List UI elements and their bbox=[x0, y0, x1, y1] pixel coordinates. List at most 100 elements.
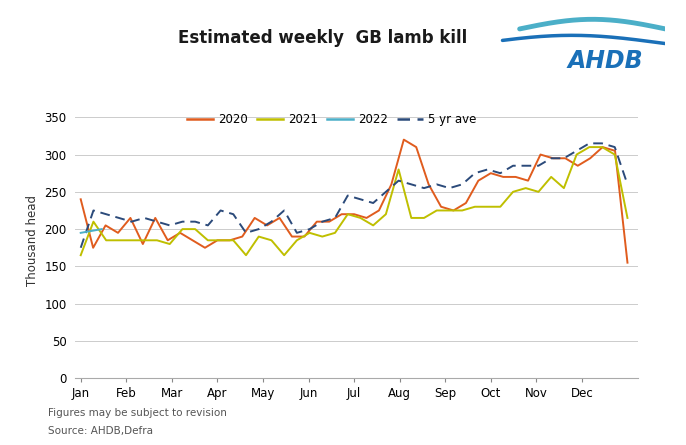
5 yr ave bbox=[356, 197, 364, 202]
5 yr ave bbox=[331, 215, 339, 221]
2022 bbox=[77, 230, 85, 235]
2020 bbox=[375, 208, 383, 213]
2020 bbox=[189, 238, 197, 243]
2021 bbox=[369, 222, 377, 228]
Text: Estimated weekly  GB lamb kill: Estimated weekly GB lamb kill bbox=[178, 29, 467, 47]
2020 bbox=[89, 245, 97, 251]
2021 bbox=[217, 238, 225, 243]
2021 bbox=[534, 189, 543, 194]
2020 bbox=[512, 174, 520, 180]
2020 bbox=[524, 178, 532, 183]
5 yr ave bbox=[382, 189, 390, 194]
Line: 2020: 2020 bbox=[81, 140, 628, 263]
Text: AHDB: AHDB bbox=[567, 49, 643, 73]
2020 bbox=[176, 230, 185, 235]
5 yr ave bbox=[242, 230, 250, 235]
2021 bbox=[293, 238, 301, 243]
5 yr ave bbox=[624, 182, 632, 187]
2021 bbox=[471, 204, 479, 210]
2020 bbox=[263, 222, 271, 228]
2020 bbox=[549, 156, 557, 161]
Text: Source: AHDB,Defra: Source: AHDB,Defra bbox=[48, 426, 153, 436]
Y-axis label: Thousand head: Thousand head bbox=[25, 195, 38, 286]
5 yr ave bbox=[153, 219, 161, 224]
2020 bbox=[624, 260, 632, 265]
2021 bbox=[229, 238, 237, 243]
5 yr ave bbox=[318, 219, 327, 224]
2021 bbox=[255, 234, 263, 239]
5 yr ave bbox=[217, 208, 225, 213]
5 yr ave bbox=[128, 219, 136, 224]
2020 bbox=[586, 156, 594, 161]
2021 bbox=[178, 227, 187, 232]
5 yr ave bbox=[280, 208, 288, 213]
5 yr ave bbox=[407, 182, 416, 187]
2021 bbox=[484, 204, 492, 210]
2020 bbox=[213, 238, 222, 243]
2021 bbox=[560, 186, 568, 191]
2020 bbox=[598, 145, 606, 150]
2020 bbox=[288, 234, 296, 239]
2020 bbox=[325, 219, 333, 224]
2021 bbox=[89, 219, 97, 224]
2021 bbox=[77, 253, 85, 258]
2021 bbox=[585, 145, 593, 150]
2020 bbox=[102, 222, 110, 228]
2021 bbox=[318, 234, 327, 239]
2020 bbox=[573, 163, 582, 168]
2021 bbox=[140, 238, 148, 243]
2021 bbox=[115, 238, 123, 243]
2020 bbox=[462, 200, 470, 206]
5 yr ave bbox=[611, 145, 619, 150]
5 yr ave bbox=[573, 148, 581, 154]
2021 bbox=[496, 204, 504, 210]
2020 bbox=[474, 178, 482, 183]
Line: 2022: 2022 bbox=[81, 229, 102, 233]
5 yr ave bbox=[534, 163, 543, 168]
2020 bbox=[275, 215, 283, 221]
5 yr ave bbox=[140, 215, 148, 221]
2020 bbox=[238, 234, 246, 239]
2021 bbox=[573, 152, 581, 157]
Line: 5 yr ave: 5 yr ave bbox=[81, 143, 628, 248]
2020 bbox=[437, 204, 445, 210]
5 yr ave bbox=[229, 211, 237, 217]
2021 bbox=[331, 230, 339, 235]
Legend: 2020, 2021, 2022, 5 yr ave: 2020, 2021, 2022, 5 yr ave bbox=[182, 108, 481, 131]
2021 bbox=[407, 215, 416, 221]
2020 bbox=[201, 245, 209, 251]
2021 bbox=[204, 238, 212, 243]
2020 bbox=[77, 197, 85, 202]
2021 bbox=[165, 241, 174, 247]
2021 bbox=[242, 253, 250, 258]
5 yr ave bbox=[560, 156, 568, 161]
5 yr ave bbox=[344, 193, 352, 198]
2021 bbox=[394, 167, 403, 172]
2020 bbox=[412, 145, 421, 150]
2021 bbox=[420, 215, 428, 221]
2021 bbox=[191, 227, 199, 232]
2020 bbox=[449, 208, 458, 213]
2021 bbox=[598, 145, 606, 150]
5 yr ave bbox=[191, 219, 199, 224]
2020 bbox=[151, 215, 159, 221]
2020 bbox=[350, 211, 358, 217]
5 yr ave bbox=[420, 186, 428, 191]
2020 bbox=[300, 234, 309, 239]
2021 bbox=[547, 174, 555, 180]
2021 bbox=[305, 230, 314, 235]
2021 bbox=[280, 253, 288, 258]
Line: 2021: 2021 bbox=[81, 147, 628, 255]
2021 bbox=[153, 238, 161, 243]
5 yr ave bbox=[509, 163, 517, 168]
2020 bbox=[114, 230, 122, 235]
Text: Figures may be subject to revision: Figures may be subject to revision bbox=[48, 408, 227, 418]
5 yr ave bbox=[165, 222, 174, 228]
2020 bbox=[400, 137, 408, 142]
2021 bbox=[458, 208, 466, 213]
5 yr ave bbox=[433, 182, 441, 187]
2021 bbox=[344, 211, 352, 217]
2021 bbox=[102, 238, 110, 243]
5 yr ave bbox=[115, 215, 123, 221]
2020 bbox=[499, 174, 508, 180]
